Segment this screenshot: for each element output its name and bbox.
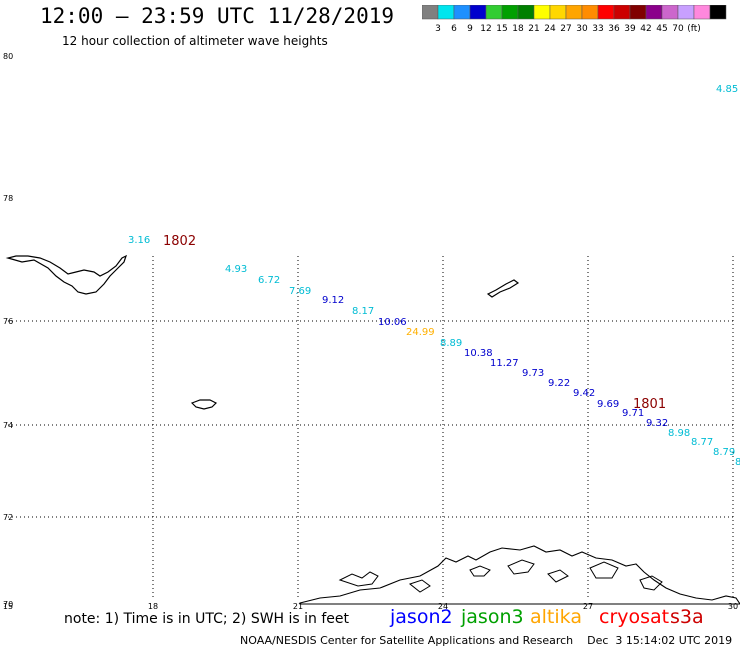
latitude-label: 78 <box>3 194 13 203</box>
svalbard-coast <box>5 254 128 295</box>
norway-coast <box>299 545 740 605</box>
latitude-label: 70 <box>3 600 13 609</box>
wave-height-value: 9.42 <box>573 388 595 399</box>
island-coast <box>507 559 535 575</box>
wave-height-color-scale: 3 6 9 12 15 18 21 24 27 30 33 36 39 42 45 70 (ft) <box>422 5 727 34</box>
longitude-label: 24 <box>438 602 448 611</box>
latitude-label: 80 <box>3 52 13 61</box>
bear-island-coast <box>190 399 218 410</box>
pass-time-label: 1802 <box>163 234 196 249</box>
scale-swatch <box>709 5 727 20</box>
mission-label: s3a <box>670 606 704 628</box>
mission-label: jason2 <box>390 606 453 628</box>
wave-height-value: 24.99 <box>406 327 435 338</box>
scale-label: 39 <box>624 24 636 34</box>
latitude-label: 74 <box>3 421 13 430</box>
wave-height-value: 9.22 <box>548 378 570 389</box>
map-subtitle: 12 hour collection of altimeter wave hei… <box>62 34 328 48</box>
wave-height-value: 7.69 <box>289 286 311 297</box>
island-coast <box>469 565 491 577</box>
scale-label: 30 <box>576 24 588 34</box>
wave-height-value: 9.69 <box>597 399 619 410</box>
longitude-label: 27 <box>583 602 593 611</box>
footer-note: note: 1) Time is in UTC; 2) SWH is in fe… <box>64 611 350 627</box>
scale-label: 12 <box>480 24 491 34</box>
longitude-label: 18 <box>148 602 158 611</box>
latitude-label: 72 <box>3 513 13 522</box>
wave-height-value: 8 <box>735 457 740 468</box>
wave-height-value: 9.32 <box>646 418 668 429</box>
longitude-label: 21 <box>293 602 303 611</box>
wave-height-value: 8.89 <box>440 338 462 349</box>
hopen-island-coast <box>486 279 520 298</box>
scale-label: 42 <box>640 24 651 34</box>
latitude-label: 76 <box>3 317 13 326</box>
scale-label: 15 <box>496 24 507 34</box>
island-coast <box>589 561 619 579</box>
wave-height-value: 9.12 <box>322 295 344 306</box>
island-coast <box>639 575 663 591</box>
scale-label: 3 <box>435 24 441 34</box>
island-coast <box>547 569 569 583</box>
wave-height-value: 11.27 <box>490 358 519 369</box>
mission-label: altika <box>530 606 582 628</box>
longitude-label: 15 <box>3 602 13 611</box>
mission-label: jason3 <box>461 606 524 628</box>
longitude-label: 30 <box>728 602 738 611</box>
wave-height-value: 8.79 <box>713 447 735 458</box>
wave-height-value: 3.16 <box>128 235 150 246</box>
wave-height-value: 8.98 <box>668 428 690 439</box>
scale-label: 9 <box>467 24 473 34</box>
wave-height-value: 4.93 <box>225 264 247 275</box>
map-title: 12:00 – 23:59 UTC 11/28/2019 <box>40 4 395 28</box>
credit-line: NOAA/NESDIS Center for Satellite Applica… <box>240 634 733 647</box>
pass-time-label: 1801 <box>633 397 666 412</box>
scale-label: 18 <box>512 24 524 34</box>
island-coast <box>408 579 431 593</box>
wave-height-value: 10.06 <box>378 317 407 328</box>
scale-label: 33 <box>592 24 603 34</box>
scale-label: 45 <box>656 24 667 34</box>
wave-height-value: 6.72 <box>258 275 280 286</box>
wave-height-value: 4.85 <box>716 84 738 95</box>
scale-label: 70 <box>672 24 684 34</box>
scale-label: 36 <box>608 24 620 34</box>
wave-height-value: 8.17 <box>352 306 374 317</box>
wave-height-value: 9.73 <box>522 368 544 379</box>
scale-label: 21 <box>528 24 539 34</box>
scale-label: (ft) <box>687 24 701 34</box>
scale-label: 6 <box>451 24 457 34</box>
wave-height-value: 10.38 <box>464 348 493 359</box>
mission-label: cryosat <box>599 606 670 628</box>
wave-height-value: 8.77 <box>691 437 713 448</box>
scale-label: 24 <box>544 24 556 34</box>
coastline <box>5 254 740 605</box>
scale-label: 27 <box>560 24 571 34</box>
island-coast <box>338 571 379 587</box>
wave-height-value: 9.71 <box>622 408 644 419</box>
